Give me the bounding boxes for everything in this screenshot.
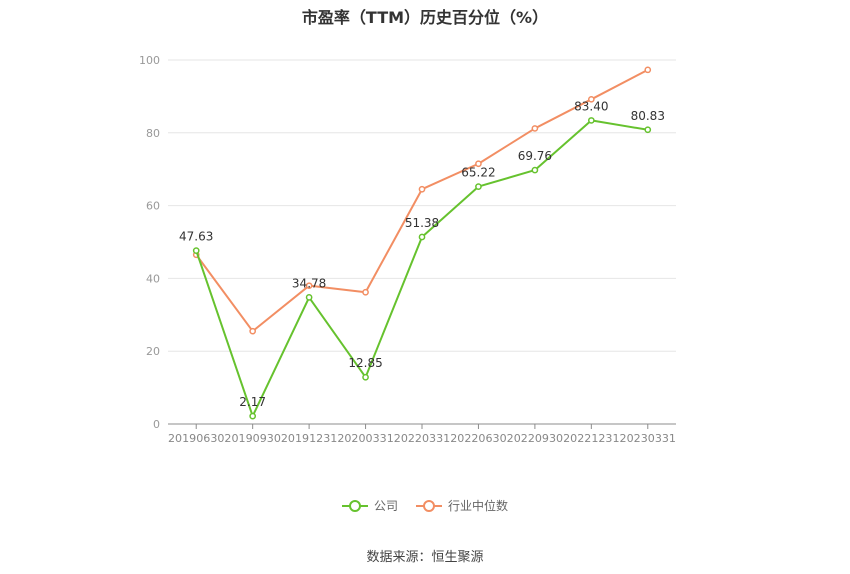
data-label-3: 12.85	[348, 356, 382, 370]
data-label-4: 51.38	[405, 216, 439, 230]
chart-title: 市盈率（TTM）历史百分位（%）	[301, 8, 549, 27]
x-tick-label-4: 20220331	[394, 432, 450, 445]
x-tick-label-0: 20190630	[168, 432, 224, 445]
x-tick-label-2: 20191231	[281, 432, 337, 445]
y-tick-label-0: 0	[153, 418, 160, 431]
legend-item-company[interactable]: 公司	[341, 497, 398, 514]
series-1-point-3	[362, 288, 369, 296]
x-tick-label-5: 20220630	[450, 432, 506, 445]
y-tick-label-100: 100	[139, 54, 160, 67]
y-tick-label-60: 60	[146, 200, 160, 213]
series-0-point-8	[644, 126, 652, 134]
series-0-point-4	[418, 233, 426, 241]
series-1-point-7	[587, 95, 595, 103]
legend-label-industry-median: 行业中位数	[448, 499, 509, 513]
series-0-point-5	[475, 183, 482, 190]
legend-item-industry-median[interactable]: 行业中位数	[416, 497, 508, 514]
series-line-0	[195, 119, 648, 418]
data-label-1: 2.17	[239, 395, 266, 409]
data-labels: 47.63 2.17 34.78 12.85 51.38 65.22 69.76 83.40 8…	[179, 99, 665, 409]
series-0-point-7	[587, 117, 595, 124]
data-label-5: 65.22	[461, 166, 495, 180]
grid-lines	[168, 59, 676, 352]
series-0-point-1	[249, 412, 257, 420]
legend: 公司 行业中位数	[0, 497, 850, 514]
data-source: 数据来源：恒生聚源	[366, 550, 484, 565]
y-tick-label-80: 80	[146, 127, 160, 140]
data-label-0: 47.63	[179, 230, 213, 244]
x-tick-label-7: 20221231	[563, 432, 619, 445]
x-tick-label-1: 20190930	[224, 432, 280, 445]
legend-swatch-company	[341, 499, 368, 512]
data-label-7: 83.40	[574, 99, 608, 113]
data-label-6: 69.76	[518, 149, 552, 163]
y-tick-label-40: 40	[146, 272, 160, 285]
series-0-point-6	[531, 166, 539, 174]
series-0-point-2	[305, 294, 313, 301]
series-1-point-5	[475, 160, 482, 168]
series-1-point-4	[418, 185, 426, 193]
x-tick-label-3: 20200331	[337, 432, 393, 445]
data-label-8: 80.83	[631, 109, 665, 123]
y-tick-label-20: 20	[146, 345, 160, 358]
series-0-point-0	[192, 247, 200, 254]
series-1-point-2	[305, 282, 313, 290]
legend-swatch-industry-median	[416, 499, 442, 512]
x-tick-label-8: 20230331	[620, 432, 676, 445]
series-lines	[192, 66, 652, 420]
series-1-point-1	[249, 327, 257, 335]
axes: 0 20 40 60 80 100 20190630 20190930 20191231 2020…	[139, 54, 676, 445]
data-label-2: 34.78	[292, 276, 326, 290]
series-0-point-3	[362, 373, 369, 381]
legend-label-company: 公司	[373, 499, 398, 513]
x-tick-label-6: 20220930	[507, 432, 563, 445]
series-1-point-8	[644, 66, 652, 74]
series-1-point-6	[531, 125, 539, 132]
